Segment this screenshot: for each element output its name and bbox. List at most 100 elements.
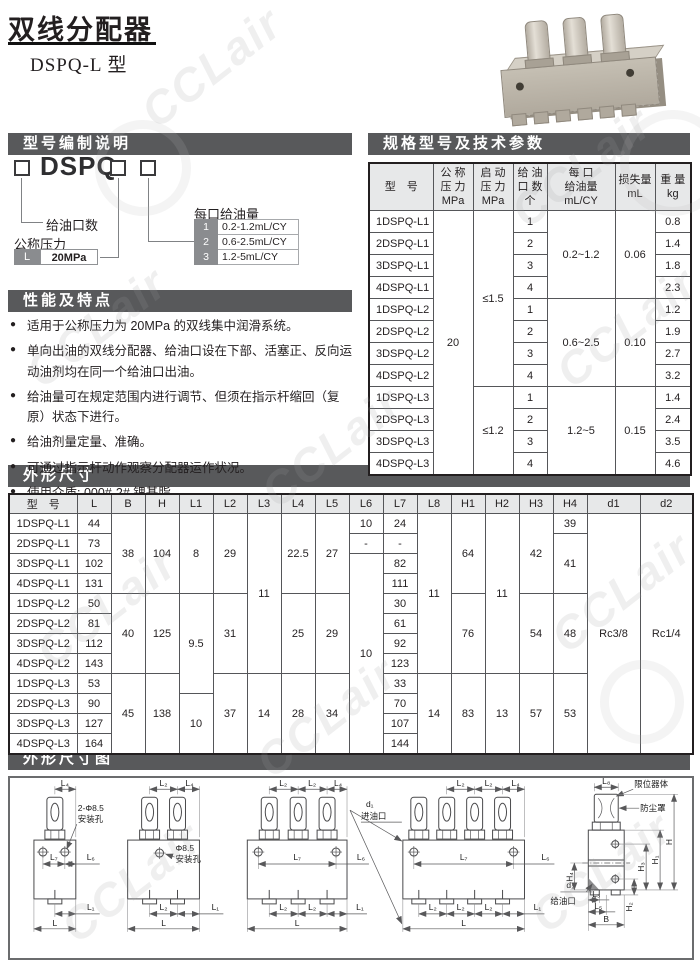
dim-label: L₂ bbox=[160, 778, 168, 788]
hole-note: 安装孔 bbox=[176, 854, 202, 864]
outlet-fitting-image bbox=[620, 103, 637, 117]
pressure-code-cell: L bbox=[14, 249, 40, 265]
table-cell: 3DSPQ-L2 bbox=[8, 633, 78, 654]
dim-label: L₁ bbox=[212, 902, 220, 912]
table-row: 4DSPQ-L1 131 111 bbox=[8, 573, 693, 594]
table-row: 3DSPQ-L3 3 3.5 bbox=[368, 430, 692, 453]
column-header: 重 量 kg bbox=[654, 162, 692, 211]
dim-label: L₂ bbox=[485, 778, 493, 788]
dim-label: L₂ bbox=[160, 902, 168, 912]
table-cell: 37 bbox=[212, 673, 248, 755]
table-cell: 138 bbox=[144, 673, 180, 755]
model-subtitle: DSPQ-L 型 bbox=[30, 55, 128, 76]
table-row: 1DSPQ-L1 44 38 104 8 29 11 22.5 27 10 24 11 64 11 42 39… bbox=[8, 513, 694, 755]
outlet-port-label: 给油口 bbox=[550, 896, 575, 906]
table-cell: 53 bbox=[76, 673, 112, 694]
column-header: L bbox=[76, 493, 112, 514]
table-cell: 3 bbox=[512, 254, 548, 277]
outlet-fitting-image bbox=[511, 113, 528, 127]
table-cell: ≤1.2 bbox=[472, 386, 514, 476]
table-cell: 107 bbox=[382, 713, 418, 734]
table-cell: 3DSPQ-L3 bbox=[8, 713, 78, 734]
table-cell: 144 bbox=[382, 733, 418, 755]
product-photo bbox=[484, 10, 680, 127]
dim-label: L bbox=[295, 918, 300, 928]
feature-item: 给油量可在规定范围内进行调节、但须在指示杆缩回（复原）状态下进行。 bbox=[10, 387, 358, 428]
outlet-fitting-image bbox=[555, 109, 572, 123]
table-row: 1DSPQ-L2 1 0.6~2.5 0.10 1.2 bbox=[368, 298, 692, 387]
table-cell: 4 bbox=[512, 276, 548, 299]
table-row: 2DSPQ-L2 81 61 bbox=[8, 613, 693, 634]
table-cell: 4DSPQ-L2 bbox=[368, 364, 434, 387]
table-cell: 111 bbox=[382, 573, 418, 594]
table-cell: 53 bbox=[552, 673, 588, 755]
page-title: 双线分配器 bbox=[8, 15, 153, 45]
section-model-code: 型号编制说明 bbox=[8, 133, 352, 155]
table-cell: 2.4 bbox=[654, 408, 692, 431]
inlet-port-label: d₁ bbox=[366, 799, 374, 809]
dimension-drawing-svg: L₄ 2-Φ8.5 安装孔 L₇ L₆ L₁ L bbox=[33, 776, 679, 932]
table-cell: 82 bbox=[382, 553, 418, 574]
dim-label: L₂ bbox=[308, 902, 316, 912]
table-cell: 1.9 bbox=[654, 320, 692, 343]
dim-label: L₄ bbox=[61, 778, 70, 788]
mounting-hole-image bbox=[625, 68, 635, 78]
dim-label: H₃ bbox=[636, 862, 646, 872]
table-cell: 44 bbox=[76, 513, 112, 534]
table-cell: 27 bbox=[314, 513, 350, 594]
table-cell: 125 bbox=[144, 593, 180, 674]
table-cell: 1DSPQ-L1 bbox=[8, 513, 78, 534]
table-cell: 4DSPQ-L3 bbox=[8, 733, 78, 755]
dim-label: L₂ bbox=[279, 902, 287, 912]
dimension-drawing: L₄ 2-Φ8.5 安装孔 L₇ L₆ L₁ L bbox=[8, 776, 694, 960]
front-view-4port: L₂ L₂ L₄ d₁ 进油口 L₇ L₆ bbox=[349, 778, 555, 932]
table-cell: 3.5 bbox=[654, 430, 692, 453]
dim-label: L₁ bbox=[534, 902, 542, 912]
spec-table: 型 号公 称 压 力 MPa 启 动 压 力 MPa 给 油 口 数 个每 口 给油… bbox=[368, 162, 692, 476]
table-cell: 1 bbox=[512, 386, 548, 409]
table-cell: 54 bbox=[518, 593, 554, 674]
title-underline bbox=[8, 42, 156, 45]
table-cell: 2DSPQ-L1 bbox=[8, 533, 78, 554]
dim-label: L bbox=[461, 918, 466, 928]
column-header: L5 bbox=[314, 493, 350, 514]
table-cell: 1.4 bbox=[654, 386, 692, 409]
table-row: 4DSPQ-L1 4 2.3 bbox=[368, 276, 692, 299]
table-cell: 2 bbox=[512, 320, 548, 343]
dim-label: L₄ bbox=[511, 778, 520, 788]
table-cell: 61 bbox=[382, 613, 418, 634]
mounting-hole-image bbox=[515, 82, 525, 91]
table-cell: 90 bbox=[76, 693, 112, 714]
connector-line bbox=[148, 241, 194, 242]
dim-label: L₂ bbox=[308, 778, 316, 788]
table-cell: 45 bbox=[110, 673, 146, 755]
table-cell: 14 bbox=[246, 673, 282, 755]
table-cell: 30 bbox=[382, 593, 418, 614]
column-header: L4 bbox=[280, 493, 316, 514]
indicator-pin-image bbox=[599, 13, 627, 57]
hole-note: 安装孔 bbox=[78, 814, 104, 824]
column-header: 型 号 bbox=[8, 493, 78, 514]
table-row: 1DSPQ-L3 ≤1.2 1 1.2~5 0.15 1.4 bbox=[368, 386, 692, 476]
connector-line bbox=[21, 222, 43, 223]
front-view-3port: L₂ L₂ L₄ L₇ L₆ L₂ L₂ bbox=[246, 778, 369, 932]
dim-label: L₈ bbox=[602, 778, 611, 786]
table-cell: 3DSPQ-L2 bbox=[368, 342, 434, 365]
hole-note: Φ8.5 bbox=[176, 843, 195, 853]
per-port-value: 0.2-1.2mL/CY bbox=[217, 219, 299, 235]
table-cell: 1 bbox=[512, 298, 548, 321]
limiter-body-label: 限位器体 bbox=[634, 779, 668, 789]
column-header: L8 bbox=[416, 493, 452, 514]
column-header: L2 bbox=[212, 493, 248, 514]
table-cell: 31 bbox=[212, 593, 248, 674]
table-cell: 3DSPQ-L3 bbox=[368, 430, 434, 453]
dim-label: L₁ bbox=[356, 902, 364, 912]
dim-label: L bbox=[53, 918, 58, 928]
dim-label: H₂ bbox=[624, 902, 634, 911]
table-cell: 3DSPQ-L1 bbox=[8, 553, 78, 574]
feature-item: 单向出油的双线分配器、给油口设在下部、活塞正、反向运动油剂均在同一个给油口出油。 bbox=[10, 341, 358, 382]
table-cell: 2.7 bbox=[654, 342, 692, 365]
per-port-table: 1 0.2-1.2mL/CY 2 0.6-2.5mL/CY 3 1.2-5mL/CY bbox=[194, 219, 299, 265]
dim-label: L₂ bbox=[457, 778, 465, 788]
pressure-label: 公称压力 bbox=[14, 237, 67, 252]
